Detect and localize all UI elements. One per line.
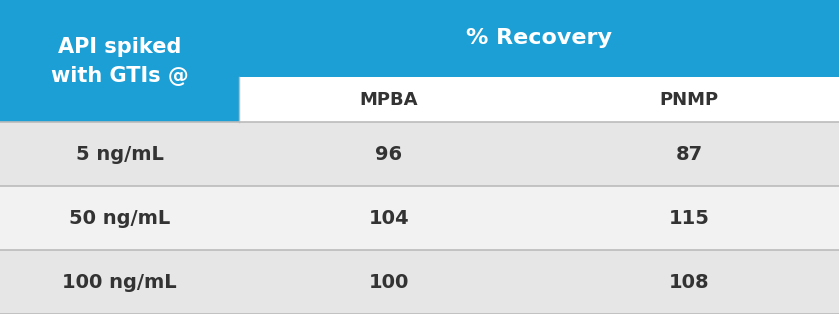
Text: 100: 100 <box>368 273 409 292</box>
Text: 87: 87 <box>675 145 702 164</box>
Text: 108: 108 <box>669 273 709 292</box>
Bar <box>239 77 839 122</box>
Text: PNMP: PNMP <box>659 91 718 109</box>
Bar <box>239 0 839 77</box>
Text: 50 ng/mL: 50 ng/mL <box>69 209 170 228</box>
Text: MPBA: MPBA <box>360 91 418 109</box>
Text: 100 ng/mL: 100 ng/mL <box>62 273 177 292</box>
Text: 115: 115 <box>669 209 709 228</box>
Text: 5 ng/mL: 5 ng/mL <box>76 145 164 164</box>
Text: 104: 104 <box>368 209 409 228</box>
Bar <box>0 250 839 314</box>
Bar <box>0 186 839 250</box>
Bar <box>0 122 839 186</box>
Text: 96: 96 <box>375 145 403 164</box>
Text: API spiked
with GTIs @: API spiked with GTIs @ <box>50 37 189 86</box>
Bar <box>0 0 239 122</box>
Text: % Recovery: % Recovery <box>466 29 612 48</box>
